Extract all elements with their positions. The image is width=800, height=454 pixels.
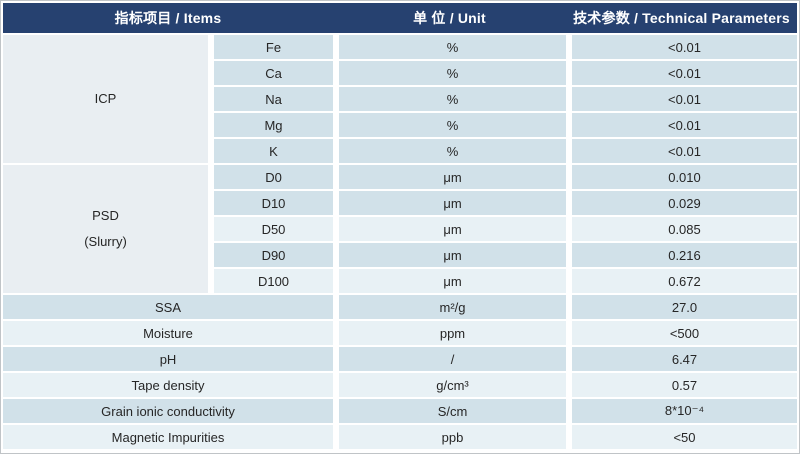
header-unit-label: 单 位 / Unit bbox=[413, 10, 486, 26]
unit-cell: μm bbox=[339, 217, 566, 241]
value-cell: <50 bbox=[572, 425, 797, 449]
item-cell: Magnetic Impurities bbox=[3, 425, 333, 449]
item-cell: Fe bbox=[214, 35, 333, 59]
unit-cell: m²/g bbox=[339, 295, 566, 319]
table-body: ICP Fe % <0.01 Ca % <0.01 Na % <0.01 Mg … bbox=[3, 35, 797, 449]
value-cell: 0.216 bbox=[572, 243, 797, 267]
group-label-line2: (Slurry) bbox=[84, 234, 127, 249]
unit-cell: % bbox=[339, 61, 566, 85]
item-cell: D10 bbox=[214, 191, 333, 215]
value-cell: 0.672 bbox=[572, 269, 797, 293]
unit-cell: μm bbox=[339, 191, 566, 215]
item-cell: K bbox=[214, 139, 333, 163]
item-cell: SSA bbox=[3, 295, 333, 319]
unit-cell: S/cm bbox=[339, 399, 566, 423]
value-cell: 0.57 bbox=[572, 373, 797, 397]
unit-cell: % bbox=[339, 139, 566, 163]
unit-cell: g/cm³ bbox=[339, 373, 566, 397]
unit-cell: / bbox=[339, 347, 566, 371]
group-cell-icp: ICP bbox=[3, 35, 208, 163]
item-cell: D90 bbox=[214, 243, 333, 267]
unit-cell: % bbox=[339, 87, 566, 111]
item-cell: D0 bbox=[214, 165, 333, 189]
unit-cell: μm bbox=[339, 269, 566, 293]
unit-cell: ppm bbox=[339, 321, 566, 345]
item-cell: Grain ionic conductivity bbox=[3, 399, 333, 423]
header-items-label: 指标项目 / Items bbox=[114, 10, 222, 26]
value-cell: 0.085 bbox=[572, 217, 797, 241]
item-cell: Ca bbox=[214, 61, 333, 85]
value-cell: 27.0 bbox=[572, 295, 797, 319]
value-cell: <0.01 bbox=[572, 113, 797, 137]
unit-cell: ppb bbox=[339, 425, 566, 449]
table-header-row: 指标项目 / Items 单 位 / Unit 技术参数 / Technical… bbox=[3, 3, 797, 33]
value-cell: 6.47 bbox=[572, 347, 797, 371]
unit-cell: μm bbox=[339, 165, 566, 189]
group-cell-psd: PSD (Slurry) bbox=[3, 165, 208, 293]
item-cell: Moisture bbox=[3, 321, 333, 345]
value-cell: <0.01 bbox=[572, 87, 797, 111]
item-cell: Tape density bbox=[3, 373, 333, 397]
item-cell: Na bbox=[214, 87, 333, 111]
value-cell: <0.01 bbox=[572, 61, 797, 85]
item-cell: D100 bbox=[214, 269, 333, 293]
value-cell: 8*10⁻⁴ bbox=[572, 399, 797, 423]
group-label-line1: ICP bbox=[94, 91, 117, 106]
value-cell: <0.01 bbox=[572, 139, 797, 163]
value-cell: 0.029 bbox=[572, 191, 797, 215]
group-label-line1: PSD bbox=[92, 208, 119, 223]
value-cell: 0.010 bbox=[572, 165, 797, 189]
unit-cell: % bbox=[339, 35, 566, 59]
unit-cell: % bbox=[339, 113, 566, 137]
item-cell: Mg bbox=[214, 113, 333, 137]
header-params-label: 技术参数 / Technical Parameters bbox=[573, 10, 790, 26]
unit-cell: μm bbox=[339, 243, 566, 267]
value-cell: <0.01 bbox=[572, 35, 797, 59]
value-cell: <500 bbox=[572, 321, 797, 345]
item-cell: pH bbox=[3, 347, 333, 371]
item-cell: D50 bbox=[214, 217, 333, 241]
